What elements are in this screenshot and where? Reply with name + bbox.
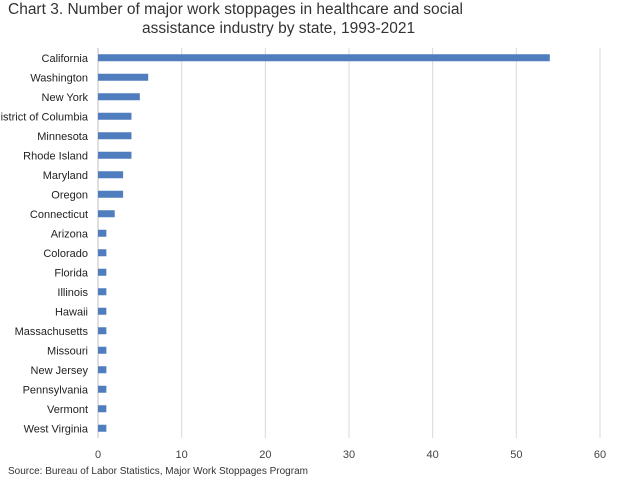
bar-maryland <box>98 171 124 179</box>
category-label-oregon: Oregon <box>51 189 88 201</box>
x-tick-label-40: 40 <box>427 449 439 461</box>
bar-washington <box>98 73 149 81</box>
category-label-rhode-island: Rhode Island <box>23 150 88 162</box>
category-label-minnesota: Minnesota <box>37 131 89 143</box>
x-tick-label-10: 10 <box>176 449 188 461</box>
bar-florida <box>98 268 107 276</box>
source-note: Source: Bureau of Labor Statistics, Majo… <box>8 466 308 477</box>
category-label-maryland: Maryland <box>43 170 88 182</box>
category-label-colorado: Colorado <box>43 248 88 260</box>
category-label-pennsylvania: Pennsylvania <box>23 384 89 396</box>
chart-title-line-1: Chart 3. Number of major work stoppages … <box>8 1 463 18</box>
chart-title-line-2: assistance industry by state, 1993-2021 <box>142 20 416 37</box>
bar-oregon <box>98 190 124 198</box>
bar-new-york <box>98 93 140 101</box>
category-label-connecticut: Connecticut <box>30 209 88 221</box>
category-label-florida: Florida <box>54 267 89 279</box>
bar-hawaii <box>98 307 107 315</box>
bar-vermont <box>98 405 107 413</box>
category-label-washington: Washington <box>30 72 88 84</box>
category-label-missouri: Missouri <box>47 345 88 357</box>
bar-california <box>98 54 550 62</box>
category-label-california: California <box>42 53 89 65</box>
bar-new-jersey <box>98 366 107 374</box>
category-label-arizona: Arizona <box>51 228 89 240</box>
category-label-massachusetts: Massachusetts <box>15 326 89 338</box>
category-label-illinois: Illinois <box>57 287 88 299</box>
category-label-west-virginia: West Virginia <box>24 423 89 435</box>
bar-rhode-island <box>98 151 132 159</box>
category-label-district-of-columbia: District of Columbia <box>0 111 89 123</box>
bar-district-of-columbia <box>98 112 132 120</box>
category-label-hawaii: Hawaii <box>55 306 88 318</box>
x-tick-label-60: 60 <box>594 449 606 461</box>
x-tick-label-50: 50 <box>510 449 522 461</box>
bar-massachusetts <box>98 327 107 335</box>
bar-pennsylvania <box>98 385 107 393</box>
category-label-vermont: Vermont <box>47 404 88 416</box>
bar-colorado <box>98 249 107 257</box>
x-tick-label-20: 20 <box>259 449 271 461</box>
bar-missouri <box>98 346 107 354</box>
bar-arizona <box>98 229 107 237</box>
bar-west-virginia <box>98 424 107 432</box>
bar-connecticut <box>98 210 115 218</box>
bar-illinois <box>98 288 107 296</box>
x-tick-label-0: 0 <box>95 449 101 461</box>
category-label-new-jersey: New Jersey <box>31 365 89 377</box>
x-tick-label-30: 30 <box>343 449 355 461</box>
category-label-new-york: New York <box>42 92 89 104</box>
bar-minnesota <box>98 132 132 140</box>
